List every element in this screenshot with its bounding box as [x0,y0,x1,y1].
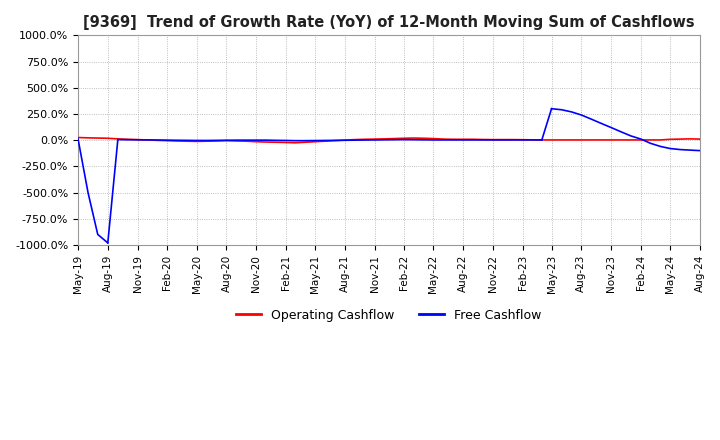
Legend: Operating Cashflow, Free Cashflow: Operating Cashflow, Free Cashflow [231,304,547,327]
Title: [9369]  Trend of Growth Rate (YoY) of 12-Month Moving Sum of Cashflows: [9369] Trend of Growth Rate (YoY) of 12-… [84,15,695,30]
